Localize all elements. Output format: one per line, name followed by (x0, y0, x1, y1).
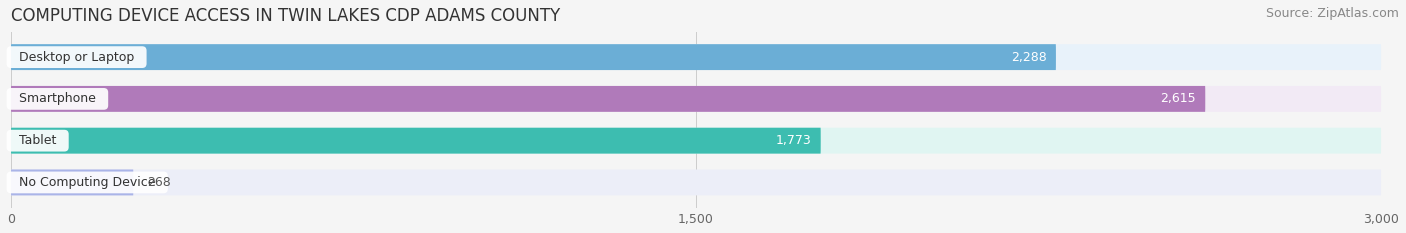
Text: Source: ZipAtlas.com: Source: ZipAtlas.com (1265, 7, 1399, 20)
Text: Smartphone: Smartphone (11, 93, 104, 105)
Text: 1,773: 1,773 (776, 134, 811, 147)
Text: Tablet: Tablet (11, 134, 65, 147)
FancyBboxPatch shape (11, 128, 1381, 154)
FancyBboxPatch shape (11, 44, 1056, 70)
FancyBboxPatch shape (11, 128, 821, 154)
Text: COMPUTING DEVICE ACCESS IN TWIN LAKES CDP ADAMS COUNTY: COMPUTING DEVICE ACCESS IN TWIN LAKES CD… (11, 7, 560, 25)
Text: 2,615: 2,615 (1160, 93, 1197, 105)
Text: 2,288: 2,288 (1011, 51, 1047, 64)
Text: 268: 268 (148, 176, 170, 189)
FancyBboxPatch shape (11, 44, 1381, 70)
FancyBboxPatch shape (11, 86, 1205, 112)
FancyBboxPatch shape (11, 86, 1381, 112)
FancyBboxPatch shape (11, 169, 1381, 195)
FancyBboxPatch shape (11, 169, 134, 195)
Text: No Computing Device: No Computing Device (11, 176, 163, 189)
Text: Desktop or Laptop: Desktop or Laptop (11, 51, 142, 64)
